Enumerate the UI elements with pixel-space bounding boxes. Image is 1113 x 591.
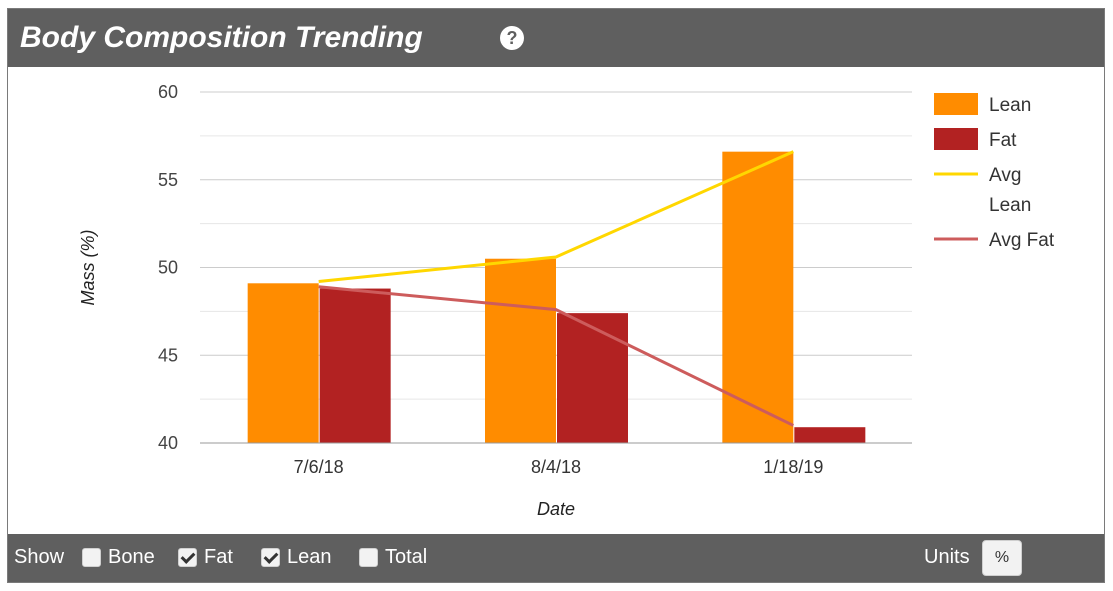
x-tick-label: 8/4/18 [531,457,581,477]
bar-lean [247,283,319,443]
checkbox-label-bone: Bone [108,546,155,568]
legend-label-avg-lean: Lean [989,195,1031,216]
checkbox-box-fat[interactable] [178,548,197,567]
bar-fat [319,288,391,443]
checkbox-label-lean: Lean [287,546,332,568]
show-label: Show [14,546,65,568]
y-tick-label: 60 [158,82,178,102]
panel-header: Body Composition Trending ? [8,9,1104,67]
checkbox-box-lean[interactable] [261,548,280,567]
units-label: Units [924,546,970,568]
checkbox-box-total[interactable] [359,548,378,567]
show-total-checkbox[interactable]: Total [359,546,427,569]
legend-swatch-lean [934,93,978,115]
legend-label-avg-lean: Avg [989,165,1021,186]
x-tick-label: 7/6/18 [294,457,344,477]
legend-label-fat: Fat [989,130,1017,151]
x-axis-label: Date [537,499,575,519]
show-fat-checkbox[interactable]: Fat [178,546,233,569]
bar-fat [557,313,628,443]
line-avg-lean [318,150,794,284]
chart-area: 40 45 50 55 60 Mass (%) 7/6/18 8/4/18 1/18/19 Dat… [8,67,1104,535]
line-avg-fat [318,285,794,427]
units-button[interactable]: % [982,540,1022,576]
bar-fat [794,427,866,443]
body-composition-chart: 40 45 50 55 60 Mass (%) 7/6/18 8/4/18 1/18/19 Dat… [78,82,1055,519]
y-tick-label: 45 [158,345,178,365]
body-composition-panel: Body Composition Trending ? 40 45 50 55 60 Ma… [7,8,1105,583]
footer-bar: Show Bone Fat Lean Total Units % [8,534,1104,582]
legend-swatch-fat [934,128,978,150]
y-tick-label: 55 [158,170,178,190]
bar-lean [485,258,556,443]
legend-label-avg-fat: Avg Fat [989,230,1055,251]
checkbox-box-bone[interactable] [82,548,101,567]
question-circle-icon[interactable]: ? [500,26,524,50]
checkbox-label-total: Total [385,546,428,568]
y-tick-label: 40 [158,433,178,453]
show-lean-checkbox[interactable]: Lean [261,546,332,569]
x-tick-label: 1/18/19 [763,457,823,477]
y-axis-label: Mass (%) [78,230,98,306]
show-bone-checkbox[interactable]: Bone [82,546,155,569]
bar-lean [722,151,794,444]
checkbox-label-fat: Fat [204,546,233,568]
y-tick-label: 50 [158,258,178,278]
panel-title: Body Composition Trending [20,21,423,54]
legend-label-lean: Lean [989,95,1031,116]
